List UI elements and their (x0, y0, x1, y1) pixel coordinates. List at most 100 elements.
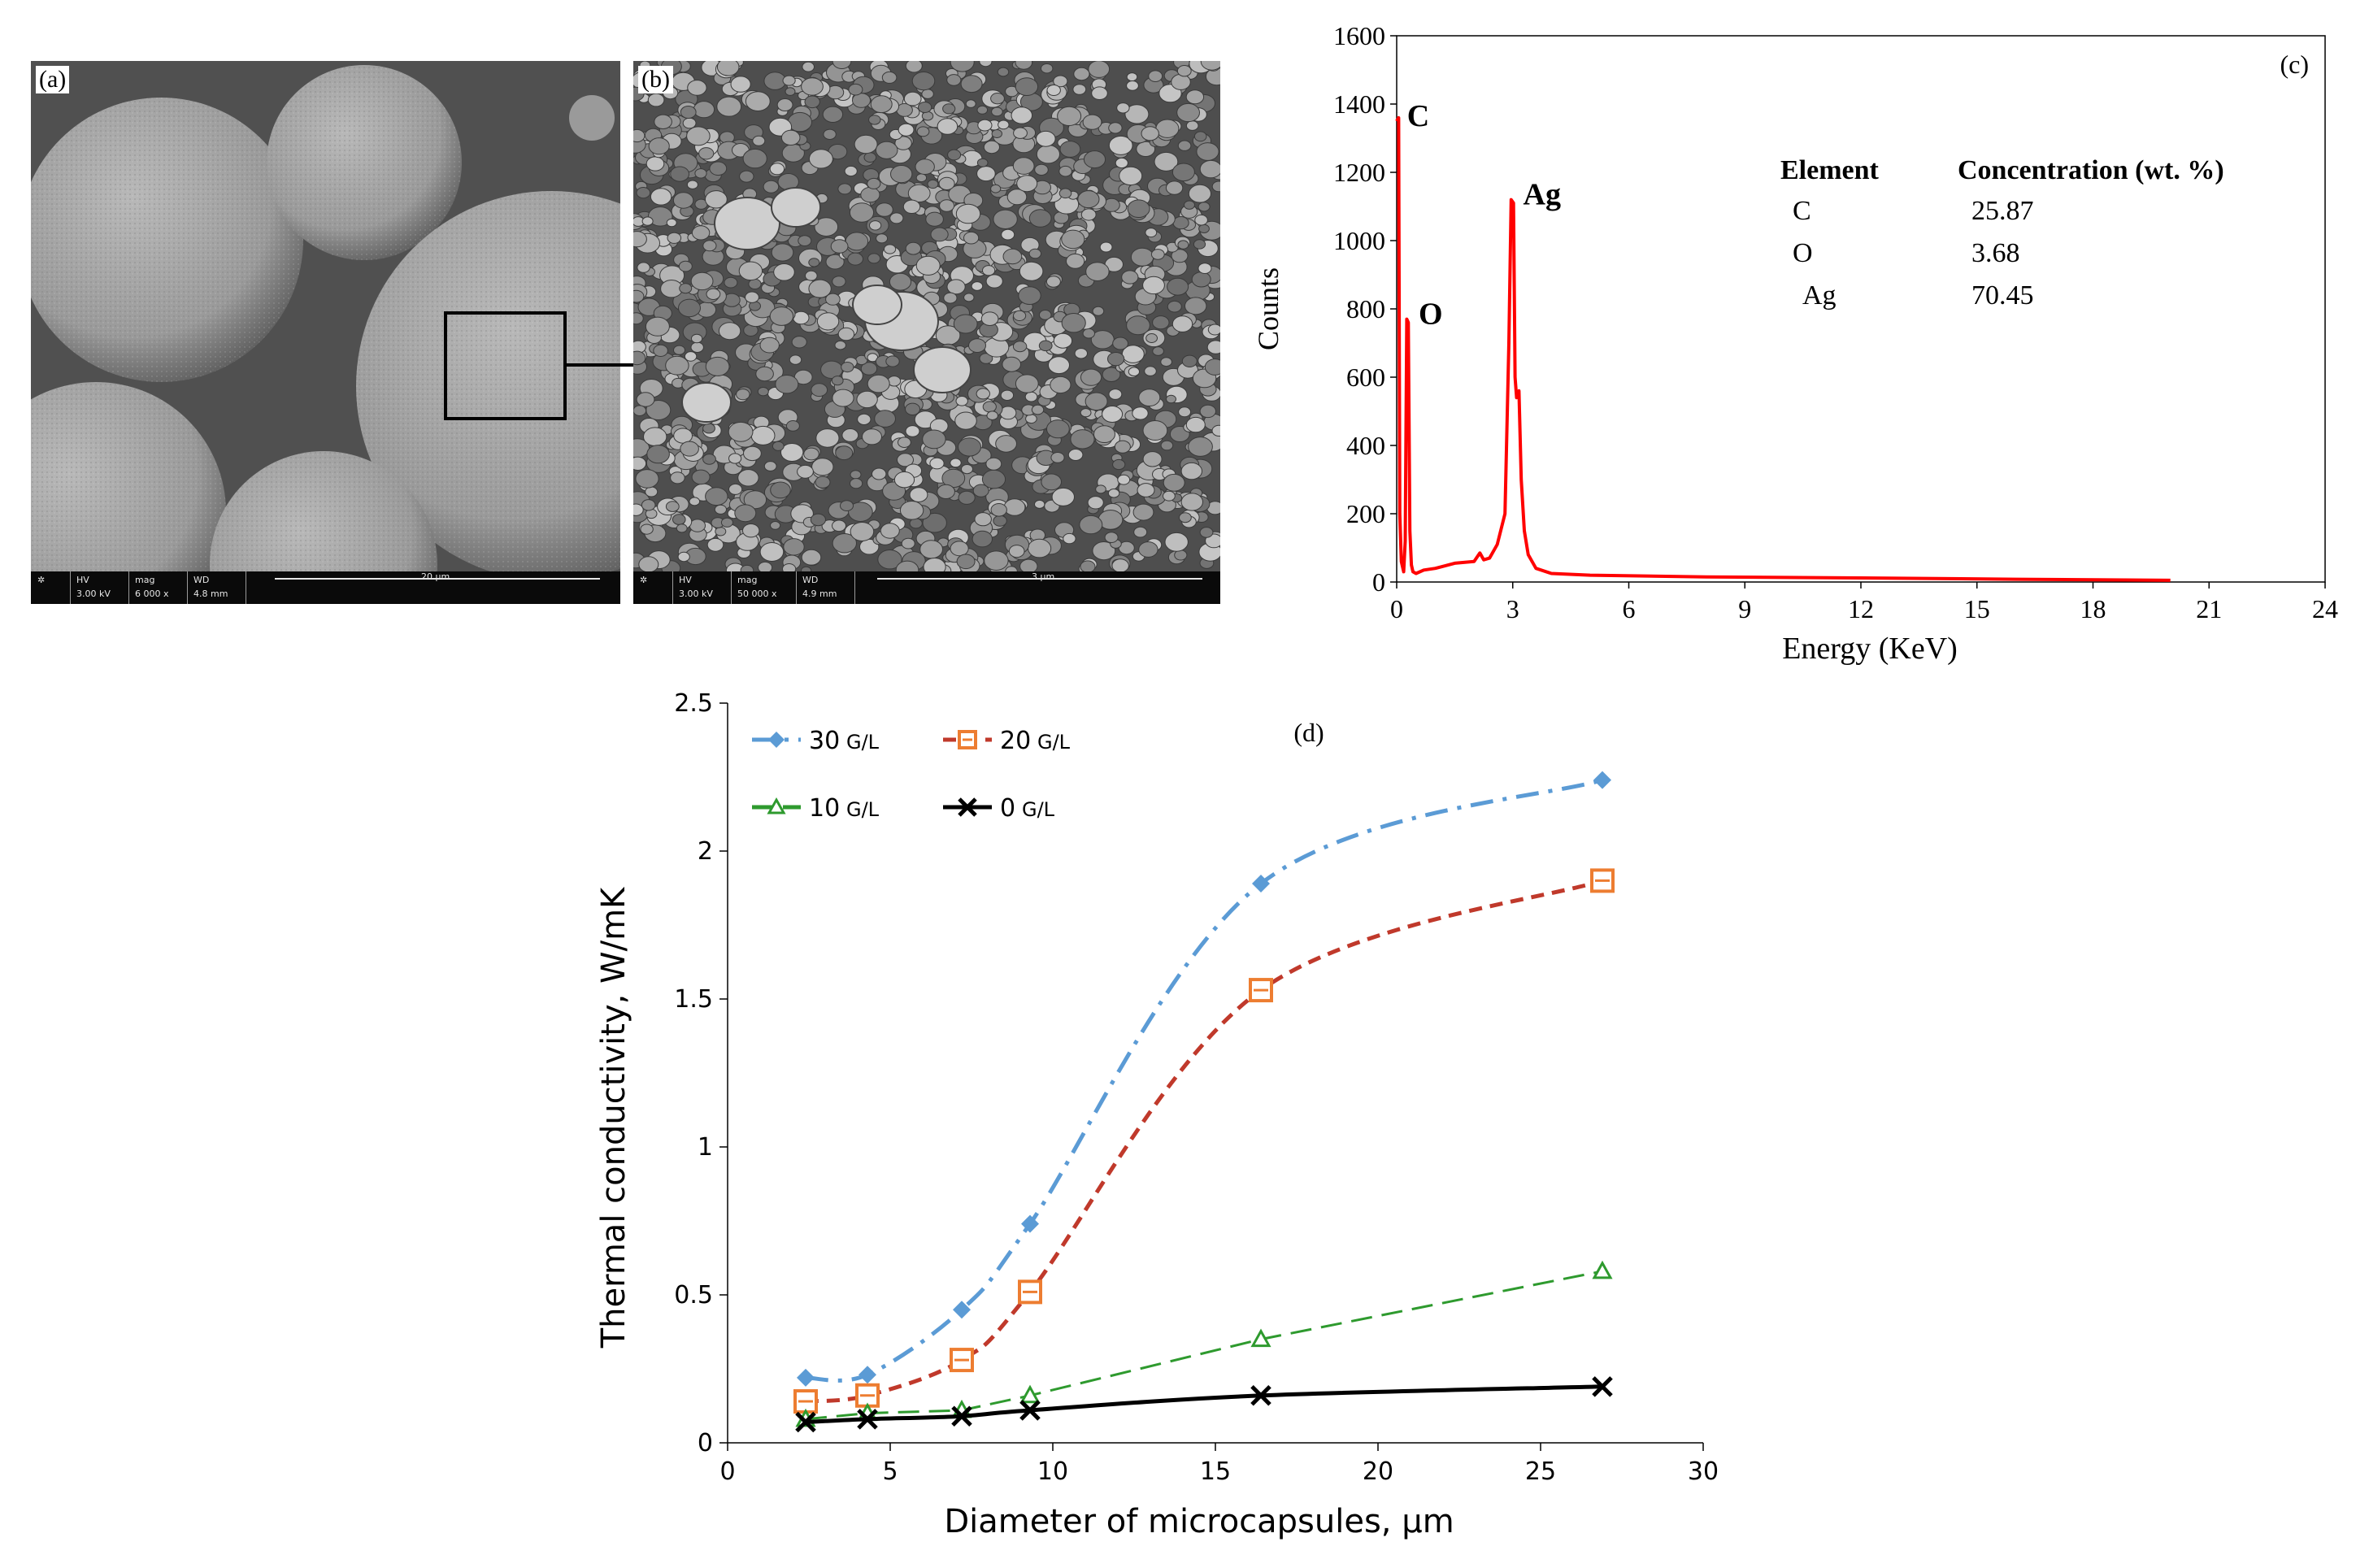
sem-a-picture (31, 61, 620, 604)
legend-series-unit: G/L (846, 731, 880, 754)
sem-b-picture (633, 61, 1220, 604)
legend-series-name: 0 (1000, 794, 1015, 823)
x-tick-label: 24 (2312, 594, 2338, 623)
y-axis-title: Counts (1252, 267, 1284, 350)
peak-label: Ag (1524, 177, 1561, 211)
point-triangle (1019, 1384, 1041, 1404)
point-x (857, 1409, 878, 1430)
x-tick-label: 20 (1363, 1457, 1393, 1486)
table-cell-value: 70.45 (1971, 280, 2034, 311)
wd-key: WD (802, 575, 819, 585)
y-tick-label: 1200 (1333, 158, 1385, 187)
wd-value: 4.9 mm (802, 589, 837, 599)
scale-bar (877, 578, 1202, 580)
y-tick-label: 200 (1346, 499, 1385, 528)
point-x (795, 1411, 816, 1433)
x-tick-label: 3 (1506, 594, 1519, 623)
point-x (1019, 1400, 1041, 1421)
sem-image-a: (a) ✲ HV 3.00 kV mag 6 000 x WD 4.8 mm 20 µ… (31, 61, 620, 604)
point-x (958, 797, 977, 817)
point-triangle (1592, 1260, 1613, 1279)
y-axis-title: Thermal conductivity, W/mK (595, 886, 632, 1349)
y-tick-label: 0 (698, 1429, 713, 1457)
hv-key: HV (679, 575, 692, 585)
table-header-element: Element (1780, 155, 1880, 185)
legend-series-name: 10 (809, 794, 840, 823)
thermal-conductivity-chart: 0 5 10 15 20 25 30 0 0.5 1 1.5 2 2.5 30 G/L 20 G/L 10 G/L… (595, 689, 1719, 1540)
y-tick-label: 0 (1372, 567, 1385, 597)
point-diamond (797, 1368, 815, 1387)
hv-value: 3.00 kV (679, 589, 713, 599)
series-line-30 (805, 778, 1603, 1383)
y-tick-label: 1.5 (674, 985, 713, 1014)
wd-value: 4.8 mm (193, 589, 228, 599)
zoom-region-box (444, 311, 567, 420)
mag-key: mag (737, 575, 758, 585)
sem-b-infobar: ✲ HV 3.00 kV mag 50 000 x WD 4.9 mm 3 µm (633, 571, 1220, 604)
peak-label: C (1407, 99, 1429, 133)
mag-key: mag (135, 575, 155, 585)
y-tick-label: 2.5 (674, 689, 713, 718)
table-cell-value: 3.68 (1971, 238, 2020, 268)
sem-a-infobar: ✲ HV 3.00 kV mag 6 000 x WD 4.8 mm 20 µm (31, 571, 620, 604)
x-tick-label: 0 (1390, 594, 1403, 623)
point-x (1250, 1384, 1271, 1406)
point-diamond (859, 1366, 876, 1384)
x-tick-label: 12 (1848, 594, 1874, 623)
x-tick-label: 9 (1738, 594, 1751, 623)
panel-label-b: (b) (638, 66, 673, 93)
hv-value: 3.00 kV (76, 589, 111, 599)
y-tick-label: 1400 (1333, 89, 1385, 119)
wd-key: WD (193, 575, 210, 585)
table-header-concentration: Concentration (wt. %) (1958, 155, 2224, 185)
legend-series-unit: G/L (846, 798, 880, 821)
x-tick-label: 5 (882, 1457, 898, 1486)
scale-label: 20 µm (421, 571, 450, 582)
legend: 30 G/L 20 G/L 10 G/L 0 G/L (752, 727, 1071, 823)
x-tick-label: 21 (2196, 594, 2222, 623)
sem-image-b: (b) ✲ HV 3.00 kV mag 50 000 x WD 4.9 mm 3 µ… (633, 61, 1220, 604)
point-x (951, 1405, 972, 1427)
point-diamond (768, 732, 785, 748)
x-tick-label: 25 (1525, 1457, 1556, 1486)
y-tick-label: 400 (1346, 431, 1385, 460)
panel-label-d: (d) (1293, 718, 1324, 747)
eds-spectrum-chart: 0 3 6 9 12 15 18 21 24 0 200 400 600 800 1000 1200 1400 1… (1252, 21, 2338, 666)
legend-series-unit: G/L (1022, 798, 1055, 821)
point-diamond (953, 1301, 971, 1319)
legend-series-name: 20 (1000, 727, 1031, 755)
x-tick-label: 10 (1037, 1457, 1068, 1486)
scale-bar (275, 578, 600, 580)
detector-icon: ✲ (633, 571, 673, 604)
y-tick-label: 2 (698, 837, 713, 866)
point-diamond (1252, 875, 1270, 893)
y-tick-label: 0.5 (674, 1281, 713, 1310)
plot-frame (1396, 35, 2326, 583)
point-x (1592, 1376, 1613, 1397)
series-line-0 (805, 1384, 1603, 1425)
y-tick-label: 1 (698, 1133, 713, 1162)
legend-series-unit: G/L (1037, 731, 1071, 754)
panel-label-c: (c) (2280, 50, 2309, 79)
legend-series-name: 30 (809, 727, 840, 755)
table-cell-value: 25.87 (1971, 196, 2034, 226)
table-cell-element: C (1793, 196, 1811, 226)
y-tick-label: 600 (1346, 363, 1385, 392)
mag-value: 6 000 x (135, 589, 169, 599)
series-line-20 (805, 879, 1603, 1404)
table-cell-element: O (1793, 238, 1813, 268)
composition-table: Element Concentration (wt. %) C 25.87 O … (1780, 155, 2224, 311)
y-tick-label: 1600 (1333, 21, 1385, 50)
x-axis-title: Energy (KeV) (1782, 632, 1958, 666)
x-tick-label: 0 (719, 1457, 735, 1486)
x-tick-label: 18 (2080, 594, 2106, 623)
x-tick-label: 15 (1964, 594, 1990, 623)
series-line-10 (805, 1270, 1603, 1421)
point-diamond (1021, 1214, 1039, 1233)
y-tick-label: 1000 (1333, 226, 1385, 255)
x-tick-label: 6 (1623, 594, 1636, 623)
peak-label: O (1419, 297, 1443, 331)
x-tick-label: 30 (1688, 1457, 1719, 1486)
mag-value: 50 000 x (737, 589, 777, 599)
point-triangle (1250, 1328, 1271, 1348)
